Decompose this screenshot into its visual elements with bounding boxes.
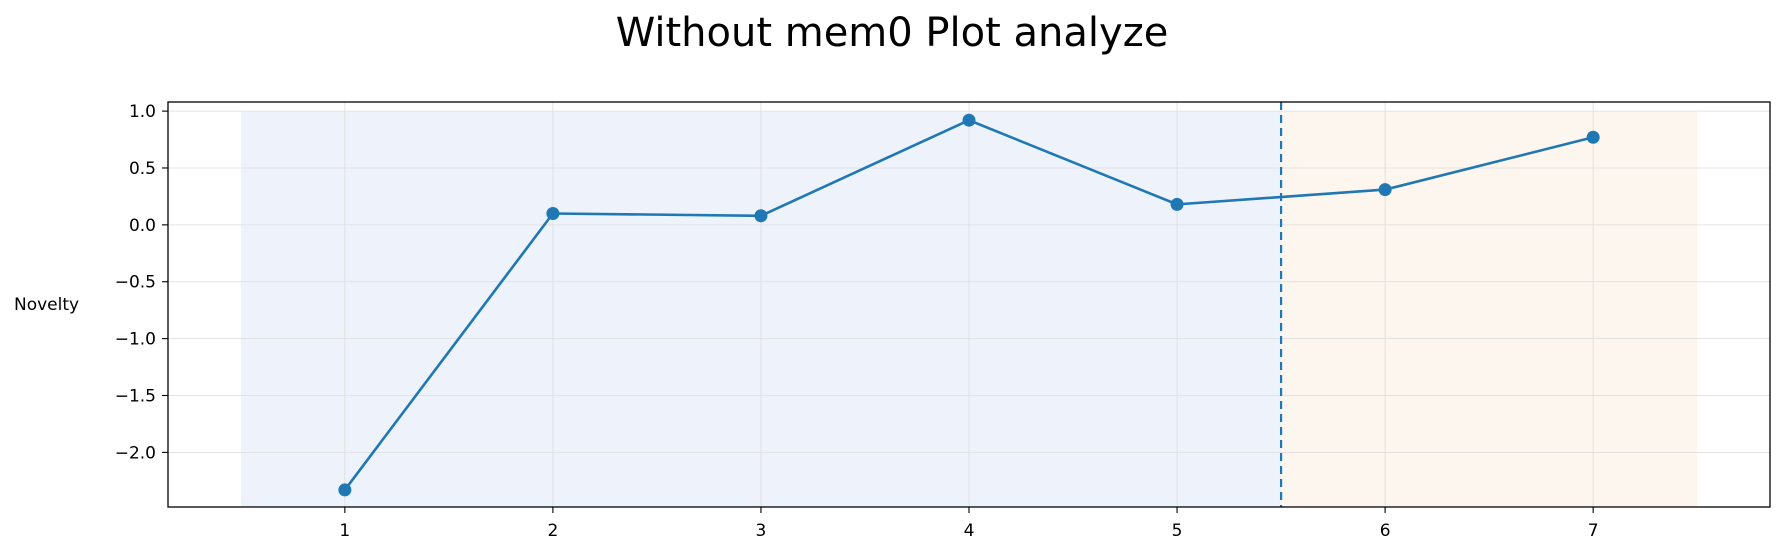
- x-tick-label: 5: [1172, 521, 1183, 541]
- data-point: [546, 206, 560, 220]
- y-tick-label: 0.5: [129, 159, 156, 179]
- chart-title: Without mem0 Plot analyze: [616, 10, 1169, 56]
- y-axis-label: Novelty: [14, 295, 79, 315]
- x-tick-label: 7: [1588, 521, 1599, 541]
- y-tick-label: −2.0: [115, 443, 156, 463]
- series-group: [338, 113, 1600, 497]
- x-tick-label: 1: [339, 521, 350, 541]
- y-tick-label: −1.5: [115, 387, 156, 407]
- data-point: [962, 113, 976, 127]
- y-tick-label: −0.5: [115, 273, 156, 293]
- data-point: [1586, 130, 1600, 144]
- x-axis-ticks: 1 2 3 4 5 6 7: [339, 507, 1599, 541]
- y-axis-ticks: 1.0 0.5 0.0 −0.5 −1.0 −1.5 −2.0: [115, 102, 168, 463]
- x-tick-label: 4: [964, 521, 975, 541]
- data-point: [754, 209, 768, 223]
- shaded-region-2: [1281, 111, 1698, 507]
- x-tick-label: 6: [1380, 521, 1391, 541]
- data-point: [1378, 183, 1392, 197]
- x-tick-label: 2: [547, 521, 558, 541]
- y-tick-label: 0.0: [129, 216, 156, 236]
- y-tick-label: −1.0: [115, 330, 156, 350]
- x-tick-label: 3: [756, 521, 767, 541]
- data-point: [338, 483, 352, 497]
- data-point: [1170, 197, 1184, 211]
- y-tick-label: 1.0: [129, 102, 156, 122]
- grid-lines: [168, 102, 1770, 507]
